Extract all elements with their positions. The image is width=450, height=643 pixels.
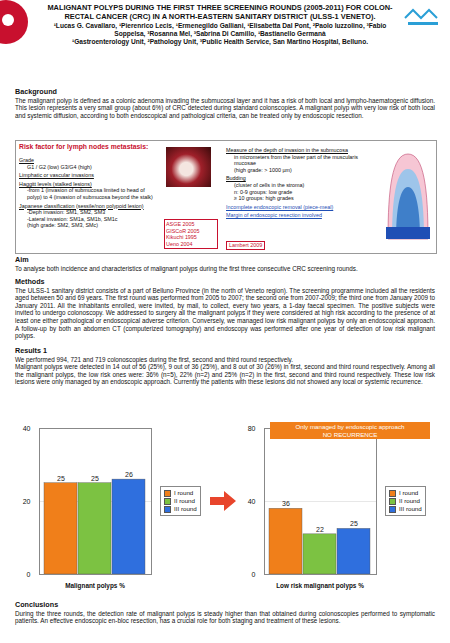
html-text:I round: I round [399,489,419,496]
html-text:Kikuchi 1995: Kikuchi 1995 [166,234,197,241]
html-text:in micrometers from the lower: in micrometers from the lower part of th… [234,153,358,167]
svg-text:0: 0 [252,571,256,578]
html-text:Only managed by endoscopic app: Only managed by endoscopic approach [295,423,405,430]
html-text:Limphatic or vascular invasion: Limphatic or vascular invasions [19,172,94,179]
html-text:The malignant polyp is defined: The malignant polyp is defined as a colo… [15,96,435,119]
svg-text:0: 0 [27,571,31,578]
html-text:III round: III round [399,505,422,512]
html-text:Malignant polyps were detected: Malignant polyps were detected in 14 out… [15,363,435,386]
html-text:-from 1 (invasion of submucosa: -from 1 (invasion of submucosa limited t… [27,187,153,200]
html-text:Results 1: Results 1 [15,346,47,355]
html-text:Background: Background [15,87,57,96]
html-text:(high grade: SM2, SM3, SMc): (high grade: SM2, SM3, SMc) [27,222,98,229]
html-text:The ULSS-1 sanitary district c: The ULSS-1 sanitary district consists of… [15,286,435,340]
html-text:Low risk malignant polyps %: Low risk malignant polyps % [276,582,364,589]
html-text:During the three rounds, the d: During the three rounds, the detection r… [15,609,435,625]
svg-text:40: 40 [248,498,256,505]
html-text:-Deph invasion: SM1, SM2, SM3: -Deph invasion: SM1, SM2, SM3 [27,209,106,216]
html-text:To analyse both incidence and: To analyse both incidence and characteri… [15,264,358,272]
svg-text:26: 26 [125,471,133,478]
html-text:Malignant polyps %: Malignant polyps % [65,582,125,589]
svg-text:40: 40 [23,425,31,432]
html-text:Budding: Budding [226,175,246,182]
html-text:Measure of the depth of invasi: Measure of the depth of invasion in the … [226,147,348,153]
html-text:-Lateral invasion: SM1a, SM1b,: -Lateral invasion: SM1a, SM1b, SM1c [27,215,118,222]
html-text:G1 / G2 (low) G3/G4 (high): G1 / G2 (low) G3/G4 (high) [27,163,92,170]
html-text:Risk factor for lymph nodes me: Risk factor for lymph nodes metastasis: [19,143,149,150]
html-text:Lambert 2009: Lambert 2009 [229,242,263,248]
html-text:Conclusions: Conclusions [15,600,59,609]
html-text:II round: II round [174,497,195,504]
html-text:NO RECURRENCE: NO RECURRENCE [322,430,378,438]
html-text:II round: II round [399,497,420,504]
html-text:I round: I round [174,489,194,496]
svg-text:25: 25 [91,474,99,481]
svg-text:25: 25 [57,474,65,481]
svg-text:22: 22 [316,526,324,533]
svg-text:25: 25 [350,520,358,527]
html-text:Margin of endoscopic resection: Margin of endoscopic resection involved [226,212,322,219]
html-text:We performed 994, 721 and 719: We performed 994, 721 and 719 colonoscop… [15,355,293,363]
html-text:≥ 10 groups: high grades: ≥ 10 groups: high grades [234,195,294,202]
html-text:n: 0-9 groups: low grade: n: 0-9 groups: low grade [234,188,293,195]
html-text:(high grade: > 1000 µm): (high grade: > 1000 µm) [234,166,292,173]
svg-text:20: 20 [23,498,31,505]
html-text:Japanese classification (sessi: Japanese classification (sessile/non pol… [19,202,144,209]
html-text:GISCoR 2005: GISCoR 2005 [166,227,200,234]
html-text:Haggitt levels (stalked lesion: Haggitt levels (stalked lesions) [19,180,92,187]
html-text:Methods: Methods [15,277,45,286]
html-text:III round: III round [174,505,197,512]
html-text:¹Lucas G. Cavallaro, ¹Pierenri: ¹Lucas G. Cavallaro, ¹Pierenrico Lecis, … [53,22,387,38]
html-text:MALIGNANT POLYPS DURING THE FI: MALIGNANT POLYPS DURING THE FIRST THREE … [47,3,393,21]
html-text:ASGE 2005: ASGE 2005 [166,221,195,227]
html-text:Ueno 2004: Ueno 2004 [166,240,193,247]
html-text:Grade: Grade [19,157,34,163]
html-text:¹Gastroenterology Unit, ²Patho: ¹Gastroenterology Unit, ²Pathology Unit,… [72,38,368,46]
html-text:(cluster of cells in the strom: (cluster of cells in the stroma) [234,182,305,188]
html-text:Aim: Aim [15,255,29,264]
html-text:Incomplete endoscopic removal: Incomplete endoscopic removal (piece-mea… [226,203,334,210]
svg-text:80: 80 [248,425,256,432]
svg-text:36: 36 [282,500,290,507]
